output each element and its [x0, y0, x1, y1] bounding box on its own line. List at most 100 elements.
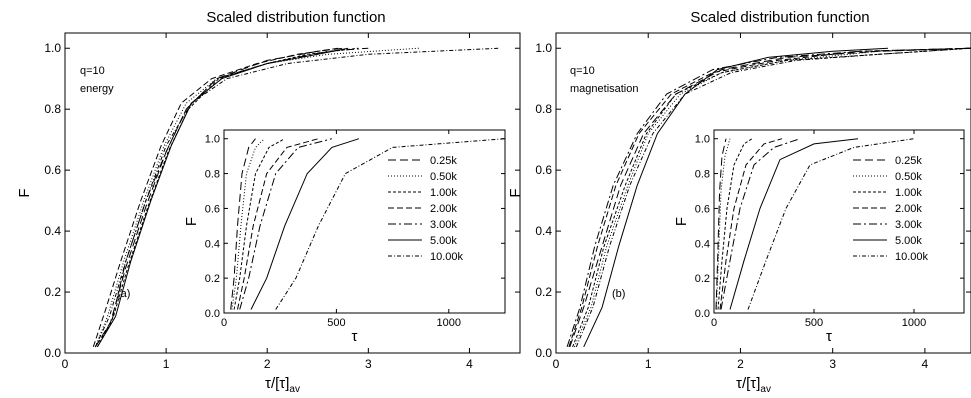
legend-entry: 0.50k [430, 171, 457, 183]
inset-y-tick-label: 0.6 [205, 203, 220, 215]
x-tick-label: 3 [829, 357, 836, 371]
legend-entry: 1.00k [430, 187, 457, 199]
inset-y-tick-label: 0.2 [205, 273, 220, 285]
x-axis-label-sub: av [760, 384, 771, 395]
legend-entry: 5.00k [430, 235, 457, 247]
inset-series-line-2.00k [719, 138, 783, 310]
x-tick-label: 0 [553, 357, 560, 371]
inset-series-line-0.50k [715, 138, 731, 310]
series-line-5.00k [583, 47, 889, 348]
series-line-2.00k [92, 47, 339, 348]
series-line-0.50k [573, 47, 971, 348]
panel-label: (b) [612, 288, 625, 300]
panel-b: Scaled distribution function 0 1 2 3 4 0.0 0.2 0… [507, 9, 971, 395]
inset-series-line-1.00k [233, 138, 285, 310]
y-tick-label: 0.6 [535, 163, 552, 177]
inset-series-line-3.00k [720, 138, 801, 310]
inset-x-tick-label: 0 [711, 317, 717, 329]
x-tick-label: 2 [737, 357, 744, 371]
y-axis-label: F [16, 188, 33, 197]
chart-title: Scaled distribution function [206, 9, 385, 26]
legend-entry: 2.00k [430, 203, 457, 215]
x-tick-label: 4 [466, 357, 473, 371]
inset-chart: 0 500 1000 0.0 0.2 0.4 0.6 0.8 1.0 τ F 0.25k 0.50k 1.… [183, 129, 506, 345]
x-axis-label-sub: av [289, 384, 300, 395]
inset-y-axis-label: F [673, 217, 690, 226]
inset-series-line-5.00k [729, 138, 859, 310]
inset-x-tick-label: 500 [805, 317, 823, 329]
series-line-3.00k [94, 47, 369, 348]
y-axis-label: F [507, 188, 524, 197]
y-tick-label: 0.4 [44, 224, 61, 238]
panel-label: (a) [117, 288, 130, 300]
series-line-3.00k [566, 47, 971, 348]
annotation-text: energy [80, 83, 114, 95]
y-tick-label: 0.6 [44, 163, 61, 177]
series-line-0.25k [569, 47, 971, 348]
series-line-5.00k [96, 47, 349, 348]
legend-entry: 3.00k [430, 219, 457, 231]
x-tick-label: 1 [645, 357, 652, 371]
series-line-2.00k [568, 47, 971, 348]
x-axis-label: τ/[τ]av [736, 375, 771, 395]
inset-y-tick-label: 0.8 [695, 169, 710, 181]
inset-series-line-0.25k [230, 138, 256, 310]
inset-y-tick-label: 0.2 [695, 273, 710, 285]
series-line-10.00k [575, 47, 971, 348]
legend-entry: 0.25k [430, 155, 457, 167]
x-tick-label: 4 [922, 357, 929, 371]
inset-x-tick-label: 500 [327, 317, 345, 329]
inset-x-axis-label: τ [352, 328, 358, 345]
legend-entry: 0.25k [895, 155, 922, 167]
x-axis-label: τ/[τ]av [265, 375, 300, 395]
x-tick-label: 1 [163, 357, 170, 371]
y-tick-label: 0.0 [535, 346, 552, 360]
inset-y-tick-label: 0.6 [695, 203, 710, 215]
x-axis-label-main: τ/[τ] [736, 375, 760, 392]
inset-series-line-5.00k [250, 138, 360, 310]
inset-series-line-10.00k [747, 138, 915, 310]
inset-y-tick-label: 1.0 [205, 134, 220, 146]
legend-entry: 5.00k [895, 235, 922, 247]
annotation-text: q=10 [570, 65, 595, 77]
inset-y-tick-label: 0.4 [695, 238, 710, 250]
inset-plot-frame [223, 129, 506, 314]
x-tick-label: 2 [264, 357, 271, 371]
legend-entry: 1.00k [895, 187, 922, 199]
x-tick-label: 0 [62, 357, 69, 371]
inset-series-line-1.00k [717, 138, 753, 310]
x-axis-label-main: τ/[τ] [265, 375, 289, 392]
inset-series-line-10.00k [275, 138, 506, 310]
chart-title: Scaled distribution function [690, 9, 869, 26]
inset-y-axis-label: F [183, 217, 200, 226]
y-tick-label: 1.0 [535, 41, 552, 55]
legend-entry: 10.00k [430, 251, 464, 263]
legend-entry: 0.50k [895, 171, 922, 183]
y-tick-label: 0.2 [535, 285, 552, 299]
inset-x-axis-label: τ [826, 328, 832, 345]
legend-entry: 3.00k [895, 219, 922, 231]
legend: 0.25k 0.50k 1.00k 2.00k 3.00k 5.00k 10.00k [853, 155, 929, 263]
inset-series-line-0.25k [715, 138, 727, 310]
y-tick-label: 0.8 [535, 102, 552, 116]
inset-plot-frame [713, 129, 965, 314]
y-tick-label: 0.0 [44, 346, 61, 360]
inset-y-tick-label: 1.0 [695, 134, 710, 146]
inset-series-line-2.00k [237, 138, 319, 310]
y-tick-label: 0.8 [44, 102, 61, 116]
inset-y-tick-label: 0.8 [205, 169, 220, 181]
legend: 0.25k 0.50k 1.00k 2.00k 3.00k 5.00k 10.00k [388, 155, 464, 263]
inset-y-tick-label: 0.0 [695, 308, 710, 320]
inset-x-tick-label: 1000 [437, 317, 461, 329]
y-tick-label: 0.2 [44, 285, 61, 299]
legend-entry: 2.00k [895, 203, 922, 215]
inset-y-tick-label: 0.0 [205, 308, 220, 320]
x-tick-label: 3 [365, 357, 372, 371]
legend-entry: 10.00k [895, 251, 929, 263]
inset-y-tick-label: 0.4 [205, 238, 220, 250]
inset-x-tick-label: 0 [221, 317, 227, 329]
inset-x-tick-label: 1000 [902, 317, 926, 329]
inset-series-line-3.00k [239, 138, 333, 310]
